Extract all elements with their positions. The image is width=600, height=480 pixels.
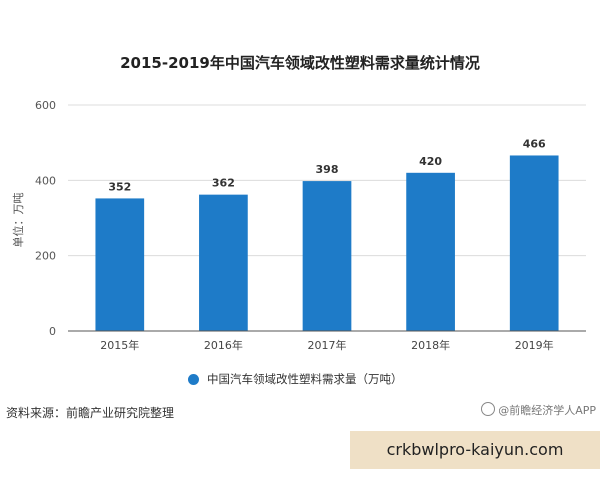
watermark-text: @前瞻经济学人APP (498, 404, 596, 417)
x-tick-label: 2019年 (515, 338, 554, 352)
chart-title: 2015-2019年中国汽车领域改性塑料需求量统计情况 (120, 54, 480, 72)
bar (509, 155, 559, 331)
bar (406, 172, 455, 331)
data-label: 362 (212, 177, 235, 190)
y-tick-label: 200 (35, 250, 56, 263)
y-tick-label: 0 (49, 325, 56, 338)
y-tick-label: 600 (35, 99, 56, 112)
legend-marker (188, 373, 199, 385)
y-tick-label: 400 (35, 174, 56, 187)
bars (95, 155, 559, 331)
y-tick-labels: 0 200 400 600 (35, 99, 56, 338)
data-label: 398 (316, 163, 339, 176)
banner[interactable]: crkbwlpro-kaiyun.com (350, 431, 600, 469)
x-tick-labels: 2015年 2016年 2017年 2018年 2019年 (100, 338, 553, 352)
wechat-icon (481, 402, 496, 416)
x-tick-label: 2015年 (100, 338, 139, 352)
data-labels: 352 362 398 420 466 (108, 137, 546, 193)
banner-text[interactable]: crkbwlpro-kaiyun.com (386, 440, 564, 459)
bar (302, 181, 352, 331)
bar (199, 194, 248, 331)
data-label: 420 (419, 155, 442, 168)
bar (95, 198, 145, 331)
legend-label: 中国汽车领域改性塑料需求量（万吨） (207, 372, 403, 386)
legend: 中国汽车领域改性塑料需求量（万吨） (188, 371, 403, 387)
y-axis-label: 单位：万吨 (11, 193, 25, 248)
x-tick-label: 2016年 (204, 338, 243, 352)
data-label: 466 (523, 137, 546, 150)
x-tick-label: 2017年 (308, 338, 347, 352)
data-label: 352 (108, 180, 131, 193)
watermark: @前瞻经济学人APP (481, 402, 596, 418)
x-tick-label: 2018年 (411, 338, 450, 352)
source-note: 资料来源：前瞻产业研究院整理 (6, 406, 175, 420)
